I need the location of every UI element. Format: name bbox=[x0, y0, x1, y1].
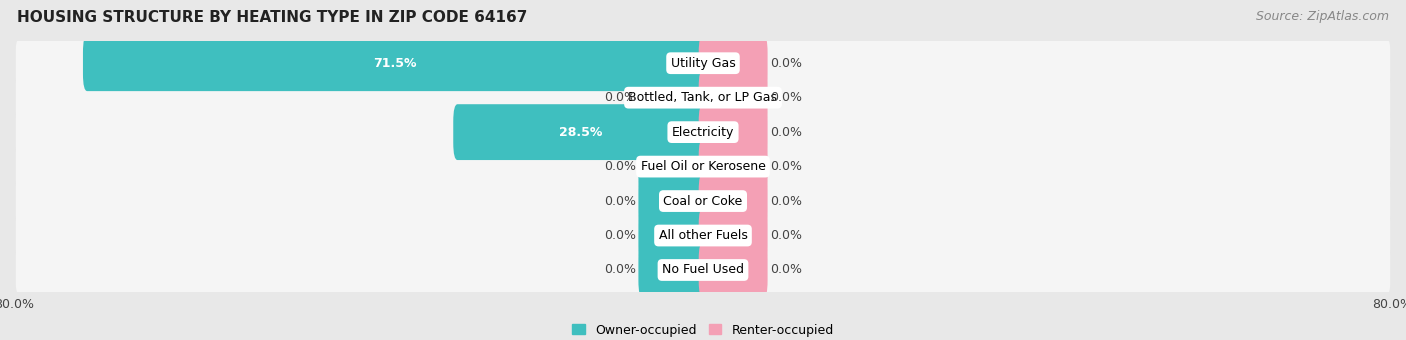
Text: 0.0%: 0.0% bbox=[770, 91, 803, 104]
Text: Fuel Oil or Kerosene: Fuel Oil or Kerosene bbox=[641, 160, 765, 173]
FancyBboxPatch shape bbox=[83, 35, 707, 91]
Text: 0.0%: 0.0% bbox=[770, 264, 803, 276]
FancyBboxPatch shape bbox=[699, 35, 768, 91]
Text: 0.0%: 0.0% bbox=[603, 229, 636, 242]
FancyBboxPatch shape bbox=[15, 143, 1391, 190]
Text: 71.5%: 71.5% bbox=[374, 57, 418, 70]
Text: 0.0%: 0.0% bbox=[770, 194, 803, 207]
FancyBboxPatch shape bbox=[15, 247, 1391, 293]
Text: 0.0%: 0.0% bbox=[603, 160, 636, 173]
Text: Bottled, Tank, or LP Gas: Bottled, Tank, or LP Gas bbox=[628, 91, 778, 104]
FancyBboxPatch shape bbox=[638, 70, 707, 125]
Text: No Fuel Used: No Fuel Used bbox=[662, 264, 744, 276]
FancyBboxPatch shape bbox=[638, 242, 707, 298]
Text: Utility Gas: Utility Gas bbox=[671, 57, 735, 70]
Text: All other Fuels: All other Fuels bbox=[658, 229, 748, 242]
FancyBboxPatch shape bbox=[699, 104, 768, 160]
Text: 0.0%: 0.0% bbox=[603, 91, 636, 104]
FancyBboxPatch shape bbox=[638, 173, 707, 229]
Text: 0.0%: 0.0% bbox=[603, 194, 636, 207]
Legend: Owner-occupied, Renter-occupied: Owner-occupied, Renter-occupied bbox=[568, 319, 838, 340]
Text: Coal or Coke: Coal or Coke bbox=[664, 194, 742, 207]
Text: 0.0%: 0.0% bbox=[603, 264, 636, 276]
FancyBboxPatch shape bbox=[453, 104, 707, 160]
Text: Electricity: Electricity bbox=[672, 126, 734, 139]
FancyBboxPatch shape bbox=[15, 212, 1391, 259]
Text: 28.5%: 28.5% bbox=[558, 126, 602, 139]
Text: 0.0%: 0.0% bbox=[770, 229, 803, 242]
Text: HOUSING STRUCTURE BY HEATING TYPE IN ZIP CODE 64167: HOUSING STRUCTURE BY HEATING TYPE IN ZIP… bbox=[17, 10, 527, 25]
FancyBboxPatch shape bbox=[699, 173, 768, 229]
FancyBboxPatch shape bbox=[699, 70, 768, 125]
FancyBboxPatch shape bbox=[15, 178, 1391, 224]
Text: 0.0%: 0.0% bbox=[770, 160, 803, 173]
FancyBboxPatch shape bbox=[699, 242, 768, 298]
Text: Source: ZipAtlas.com: Source: ZipAtlas.com bbox=[1256, 10, 1389, 23]
Text: 0.0%: 0.0% bbox=[770, 126, 803, 139]
FancyBboxPatch shape bbox=[15, 40, 1391, 86]
FancyBboxPatch shape bbox=[699, 139, 768, 194]
Text: 0.0%: 0.0% bbox=[770, 57, 803, 70]
FancyBboxPatch shape bbox=[638, 208, 707, 264]
FancyBboxPatch shape bbox=[699, 208, 768, 264]
FancyBboxPatch shape bbox=[638, 139, 707, 194]
FancyBboxPatch shape bbox=[15, 109, 1391, 155]
FancyBboxPatch shape bbox=[15, 74, 1391, 121]
